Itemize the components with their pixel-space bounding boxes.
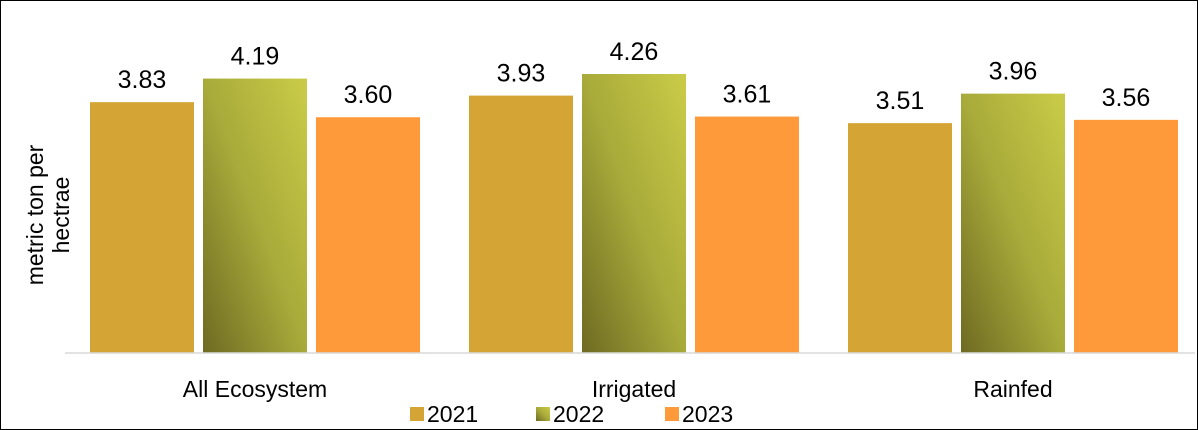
legend-swatch-2023 (665, 407, 679, 421)
data-label-all-ecosystem-2023: 3.60 (344, 81, 393, 109)
bar-irrigated-2023 (695, 116, 799, 353)
y-axis-title-line-2: hectrae (48, 177, 74, 254)
bar-rainfed-2022 (961, 93, 1065, 353)
category-label-irrigated: Irrigated (592, 376, 676, 402)
data-label-rainfed-2022: 3.96 (989, 58, 1038, 86)
data-label-irrigated-2021: 3.93 (497, 60, 546, 88)
legend-swatch-2021 (410, 407, 424, 421)
bar-rainfed-2023 (1074, 119, 1178, 354)
legend-swatch-2022 (536, 407, 550, 421)
bar-all-ecosystem-2022 (203, 78, 307, 354)
data-label-all-ecosystem-2022: 4.19 (231, 43, 280, 71)
category-labels-layer: All Ecosystem Irrigated Rainfed (183, 376, 1053, 402)
bars-layer (90, 74, 1178, 354)
bar-irrigated-2021 (469, 95, 573, 354)
data-label-all-ecosystem-2021: 3.83 (118, 66, 167, 94)
value-labels-layer: 3.83 4.19 3.60 3.93 4.26 3.61 3.51 3.96 3.56 (118, 38, 1151, 115)
category-label-rainfed: Rainfed (973, 376, 1052, 402)
category-label-all-ecosystem: All Ecosystem (183, 376, 327, 402)
bar-irrigated-2022 (582, 74, 686, 353)
legend-label-2022: 2022 (553, 401, 604, 427)
bar-all-ecosystem-2021 (90, 102, 194, 353)
legend-label-2023: 2023 (682, 401, 733, 427)
data-label-rainfed-2021: 3.51 (876, 87, 925, 115)
bar-rainfed-2021 (848, 123, 952, 353)
legend: 2021 2022 2023 (410, 401, 733, 427)
bar-all-ecosystem-2023 (316, 117, 420, 354)
data-label-irrigated-2022: 4.26 (610, 38, 659, 66)
y-axis-title: metric ton per hectrae (22, 144, 74, 285)
legend-label-2021: 2021 (427, 401, 478, 427)
data-label-irrigated-2023: 3.61 (723, 81, 772, 109)
data-label-rainfed-2023: 3.56 (1102, 84, 1151, 112)
y-axis-title-line-1: metric ton per (22, 144, 48, 285)
